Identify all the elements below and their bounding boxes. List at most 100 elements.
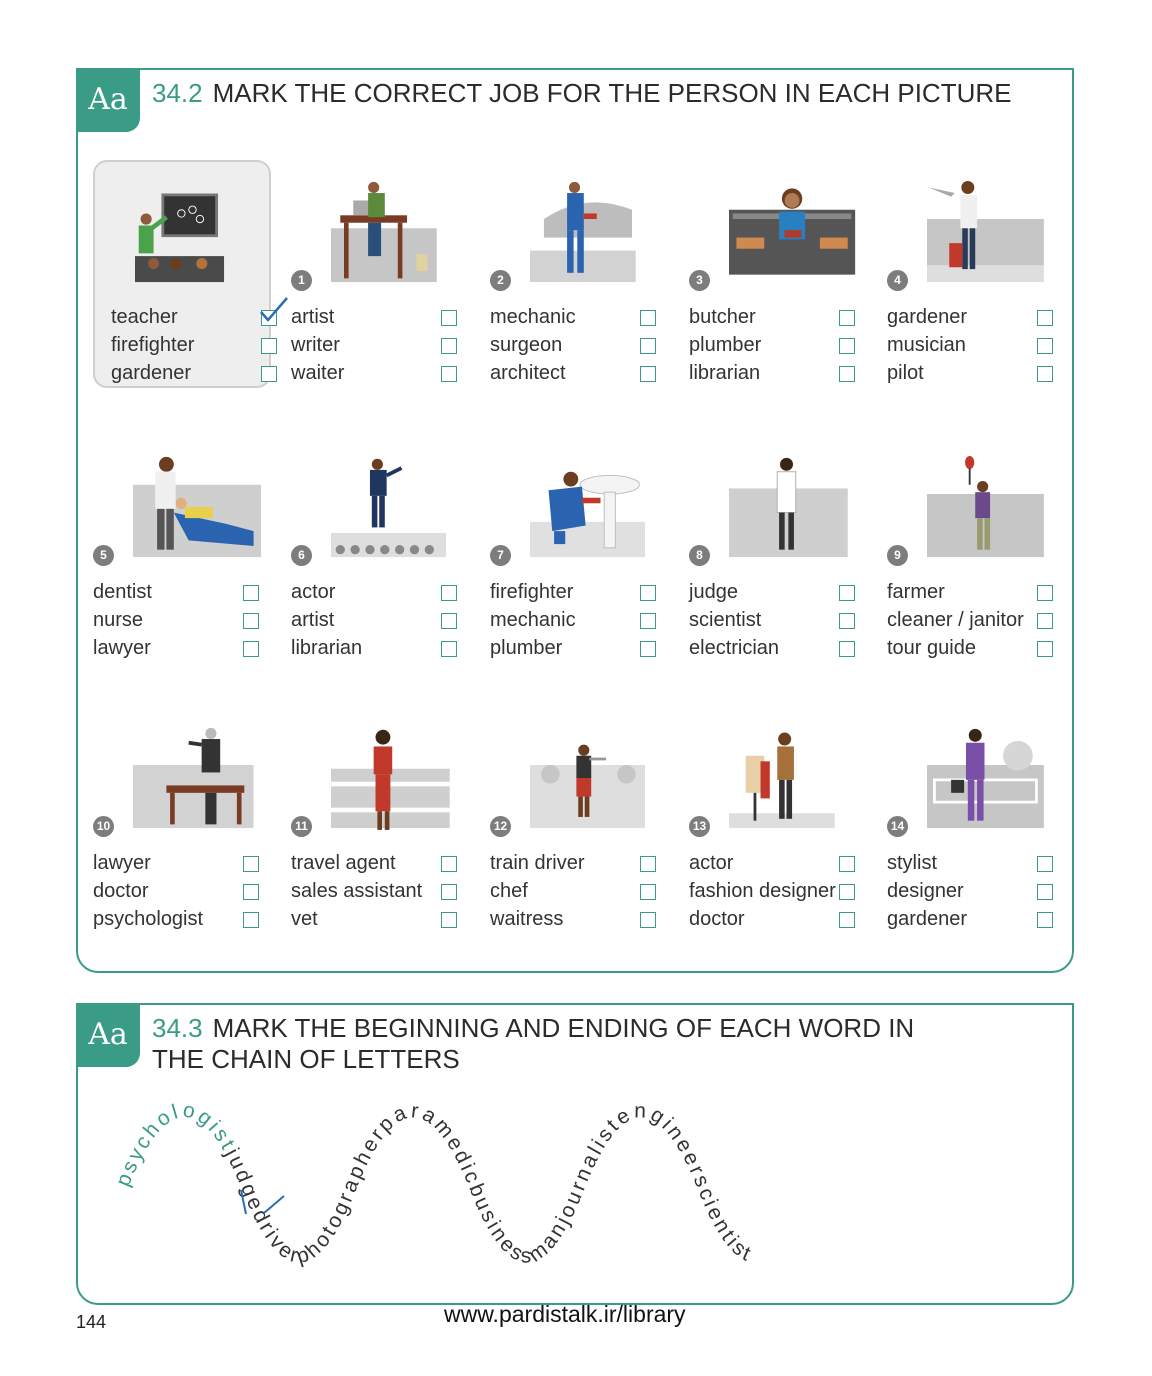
job-option-checkbox[interactable]	[441, 641, 457, 657]
job-option-checkbox[interactable]	[1037, 912, 1053, 928]
job-option-checkbox[interactable]	[1037, 585, 1053, 601]
job-option-label: stylist	[887, 852, 937, 874]
website-url: www.pardistalk.ir/library	[444, 1301, 686, 1327]
man-with-patient-in-chair-image	[133, 456, 261, 558]
job-option-checkbox[interactable]	[441, 338, 457, 354]
job-option-label: gardener	[887, 306, 968, 328]
job-option-label: fashion designer	[689, 880, 836, 902]
job-option-checkbox[interactable]	[1037, 613, 1053, 629]
job-option-label: scientist	[689, 609, 762, 631]
job-option-checkbox[interactable]	[1037, 641, 1053, 657]
job-option-checkbox[interactable]	[1037, 856, 1053, 872]
job-option-checkbox[interactable]	[441, 912, 457, 928]
job-option-checkbox[interactable]	[441, 585, 457, 601]
item-number-badge: 14	[887, 816, 908, 837]
chain-text: psychologistjudgedriverphotographerparam…	[111, 1098, 756, 1268]
job-item: 8 judge scientist electrician	[689, 445, 874, 695]
item-number-badge: 2	[490, 270, 511, 291]
woman-in-lab-coat-image	[729, 457, 848, 558]
job-option-checkbox[interactable]	[640, 641, 656, 657]
job-option-checkbox[interactable]	[640, 338, 656, 354]
highlighted-word: psychologist	[111, 1098, 240, 1189]
item-number-badge: 8	[689, 545, 710, 566]
teacher-at-blackboard-image	[135, 193, 225, 283]
job-item: 14 stylist designer gardener	[887, 716, 1072, 966]
job-option-checkbox[interactable]	[839, 884, 855, 900]
job-option-checkbox[interactable]	[441, 310, 457, 326]
job-item: teacher firefighter gardener	[93, 160, 296, 420]
job-option-label: designer	[887, 880, 964, 902]
man-typing-at-desk-image	[331, 181, 437, 283]
job-option-checkbox[interactable]	[640, 856, 656, 872]
item-number-badge: 5	[93, 545, 114, 566]
job-option-label: plumber	[490, 637, 563, 659]
man-in-overalls-with-car-image	[530, 181, 636, 283]
job-option-label: architect	[490, 362, 566, 384]
job-option-label: artist	[291, 306, 335, 328]
exercise-title: MARK THE CORRECT JOB FOR THE PERSON IN E…	[212, 78, 1012, 108]
job-option-label: travel agent	[291, 852, 396, 874]
job-option-checkbox[interactable]	[243, 884, 259, 900]
item-number-badge: 12	[490, 816, 511, 837]
exercise-number: 34.2	[152, 78, 203, 108]
job-option-checkbox[interactable]	[640, 585, 656, 601]
job-option-checkbox[interactable]	[1037, 884, 1053, 900]
job-option-checkbox[interactable]	[839, 613, 855, 629]
job-option-label: chef	[490, 880, 528, 902]
woman-with-shoes-image	[331, 729, 450, 830]
job-option-checkbox[interactable]	[839, 856, 855, 872]
exercise-number: 34.3	[152, 1013, 203, 1043]
job-option-checkbox[interactable]	[640, 884, 656, 900]
job-option-checkbox[interactable]	[441, 884, 457, 900]
job-option-checkbox[interactable]	[243, 856, 259, 872]
word-start-mark	[240, 1189, 247, 1215]
job-item: 3 butcher plumber librarian	[689, 170, 874, 420]
woman-serving-tables-image	[530, 744, 646, 829]
item-number-badge: 11	[291, 816, 312, 837]
job-option-checkbox[interactable]	[261, 366, 277, 382]
job-option-checkbox[interactable]	[640, 613, 656, 629]
job-option-checkbox[interactable]	[1037, 310, 1053, 326]
job-option-label: artist	[291, 609, 335, 631]
job-option-checkbox[interactable]	[640, 366, 656, 382]
job-option-checkbox[interactable]	[441, 366, 457, 382]
job-option-checkbox[interactable]	[243, 613, 259, 629]
job-option-checkbox[interactable]	[640, 912, 656, 928]
vocabulary-tab: Aa	[76, 1003, 140, 1067]
job-option-label: musician	[887, 334, 966, 356]
job-item: 7 firefighter mechanic plumber	[490, 445, 675, 695]
job-option-checkbox[interactable]	[1037, 338, 1053, 354]
woman-with-suitcase-at-airport-image	[927, 180, 1044, 283]
job-option-checkbox[interactable]	[243, 585, 259, 601]
job-option-checkbox[interactable]	[441, 613, 457, 629]
job-option-checkbox[interactable]	[640, 310, 656, 326]
job-option-label: train driver	[490, 852, 585, 874]
exercise-34-3-panel: Aa 34.3 MARK THE BEGINNING AND ENDING OF …	[76, 1003, 1074, 1305]
job-option-checkbox[interactable]	[441, 856, 457, 872]
job-option-label: doctor	[93, 880, 149, 902]
job-option-checkbox[interactable]	[243, 912, 259, 928]
job-option-label: librarian	[689, 362, 761, 384]
job-option-checkbox[interactable]	[839, 310, 855, 326]
job-option-label: cleaner / janitor	[887, 609, 1024, 631]
job-option-checkbox[interactable]	[839, 338, 855, 354]
job-option-label: mechanic	[490, 609, 576, 631]
job-item: 4 gardener musician pilot	[887, 170, 1072, 420]
job-item: 1 artist writer waiter	[291, 170, 476, 420]
job-option-label: plumber	[689, 334, 762, 356]
job-option-checkbox[interactable]	[1037, 366, 1053, 382]
exercise-title-line2: THE CHAIN OF LETTERS	[152, 1044, 460, 1074]
exercise-34-2-panel: Aa 34.2 MARK THE CORRECT JOB FOR THE PERS…	[76, 68, 1074, 973]
job-option-checkbox[interactable]	[839, 585, 855, 601]
job-option-label: lawyer	[93, 852, 151, 874]
job-option-checkbox[interactable]	[839, 641, 855, 657]
job-option-checkbox[interactable]	[839, 912, 855, 928]
job-option-checkbox[interactable]	[261, 338, 277, 354]
job-option-label: psychologist	[93, 908, 204, 930]
job-option-checkbox[interactable]	[243, 641, 259, 657]
item-number-badge: 6	[291, 545, 312, 566]
job-option-checkbox[interactable]	[839, 366, 855, 382]
job-option-label: firefighter	[490, 581, 574, 603]
job-option-label: sales assistant	[291, 880, 423, 902]
